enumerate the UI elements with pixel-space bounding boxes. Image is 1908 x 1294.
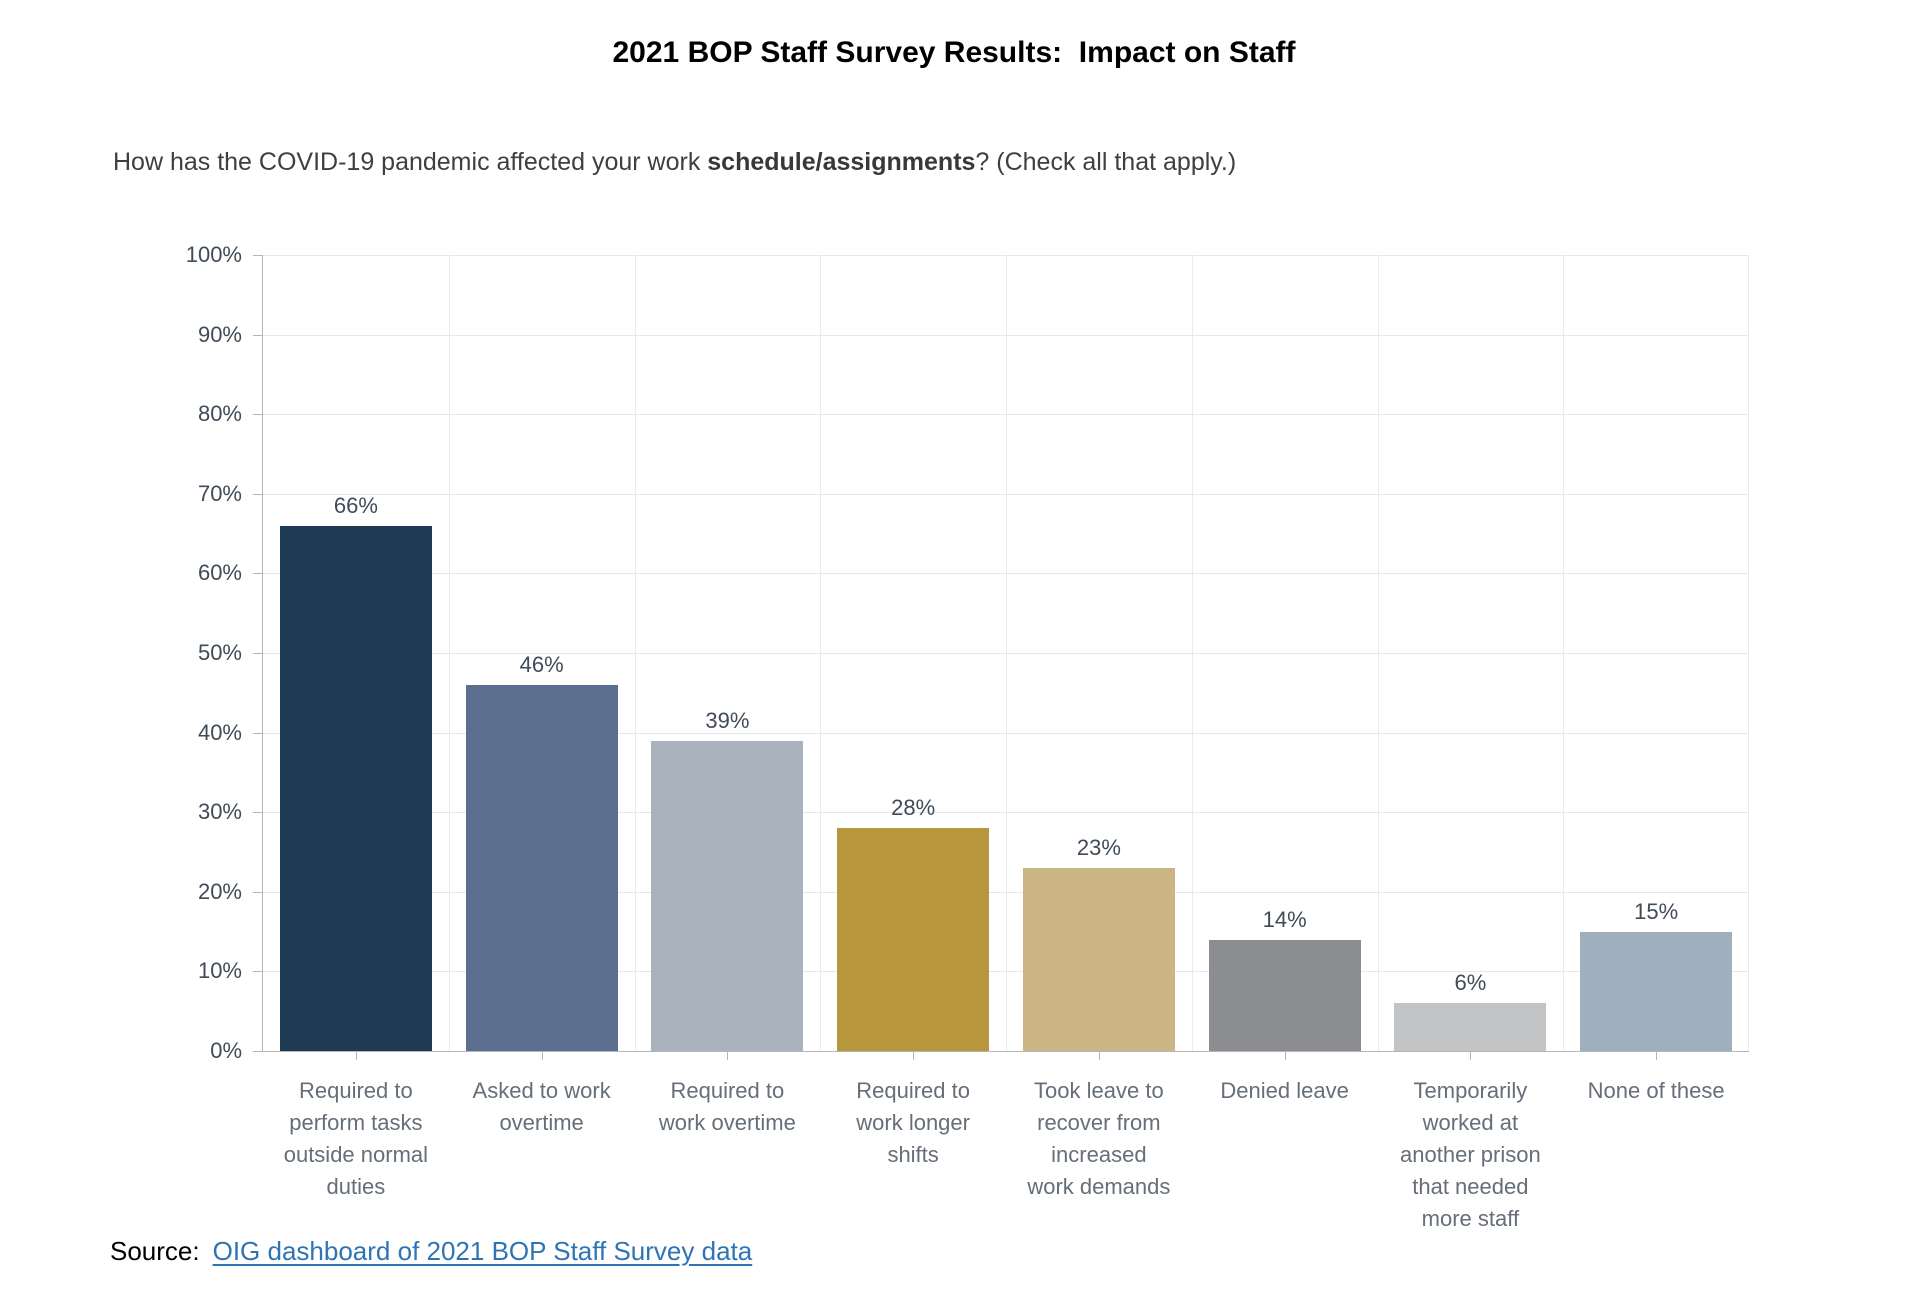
bar [1022, 867, 1175, 1051]
source-line: Source: OIG dashboard of 2021 BOP Staff S… [110, 1236, 752, 1267]
bar [465, 684, 618, 1051]
y-axis-tick [253, 255, 262, 256]
y-axis-label: 90% [197, 321, 242, 347]
y-axis-tick [253, 732, 262, 734]
y-axis-tick [253, 573, 262, 575]
bar [279, 525, 432, 1051]
bar-value-label: 46% [519, 651, 564, 677]
x-category-label: Required to perform tasks outside normal… [283, 1078, 429, 1199]
x-category-label: None of these [1587, 1078, 1725, 1103]
x-category-label: Denied leave [1220, 1078, 1349, 1103]
y-axis-tick [253, 334, 262, 336]
y-axis-tick [253, 493, 262, 495]
source-label: Source: [110, 1236, 200, 1266]
survey-question-bold: schedule/assignments [707, 148, 976, 176]
page-title: 2021 BOP Staff Survey Results: Impact on… [612, 36, 1296, 69]
gridline-vertical [1377, 255, 1379, 1051]
bar-value-label: 15% [1634, 898, 1679, 924]
gridline-vertical [1563, 255, 1565, 1051]
bar-value-label: 28% [891, 795, 936, 821]
x-category-label: Required to work overtime [658, 1078, 796, 1135]
gridline-vertical [1191, 255, 1193, 1051]
survey-question: How has the COVID-19 pandemic affected y… [113, 148, 1236, 177]
source-link[interactable]: OIG dashboard of 2021 BOP Staff Survey d… [212, 1236, 753, 1266]
y-axis-tick [253, 891, 262, 893]
x-axis-tick [1656, 1051, 1658, 1060]
survey-question-prefix: How has the COVID-19 pandemic affected y… [113, 148, 708, 176]
y-axis-label: 70% [197, 480, 242, 506]
y-axis-tick [253, 1051, 262, 1052]
y-axis-label: 100% [185, 242, 242, 267]
bar [1580, 931, 1733, 1051]
x-category-label: Required to work longer shifts [856, 1078, 970, 1167]
x-axis-tick [541, 1051, 543, 1060]
bar-value-label: 14% [1262, 906, 1307, 932]
y-axis-tick [253, 653, 262, 654]
y-axis-tick [253, 971, 262, 973]
plot-area: 0% 10% 20% 30% 40% 50% 60% 70% 80% 90% 100% 66% Requ… [186, 242, 1749, 1231]
bar-value-label: 6% [1454, 970, 1487, 996]
bar-value-label: 66% [333, 492, 378, 518]
y-axis-label: 0% [210, 1038, 242, 1063]
x-category-label: Temporarily worked at another prison tha… [1400, 1078, 1541, 1231]
bar [651, 740, 804, 1051]
gridline-vertical [448, 255, 450, 1051]
bar [837, 828, 990, 1051]
gridline-vertical [1006, 255, 1007, 1051]
y-axis-tick [253, 414, 262, 416]
x-axis-tick [1098, 1051, 1100, 1060]
gridline-vertical [634, 255, 636, 1051]
x-category-label: Asked to work overtime [472, 1078, 611, 1135]
y-axis-label: 40% [197, 719, 242, 745]
x-category-label: Took leave to recover from increased wor… [1027, 1078, 1171, 1199]
y-axis-label: 60% [197, 560, 242, 586]
x-axis-tick [355, 1051, 357, 1060]
y-axis-label: 30% [197, 799, 242, 825]
x-axis-tick [727, 1051, 729, 1060]
x-axis-tick [1284, 1051, 1286, 1060]
x-axis-tick [913, 1051, 915, 1060]
survey-question-suffix: ? (Check all that apply.) [975, 148, 1237, 176]
y-axis-tick [253, 812, 262, 814]
y-axis-label: 20% [197, 878, 242, 904]
bar [1394, 1003, 1547, 1051]
gridline-vertical [820, 255, 822, 1051]
y-axis-label: 50% [197, 640, 242, 665]
bar-value-label: 39% [705, 707, 750, 733]
bar [1208, 939, 1361, 1051]
gridline-vertical [1748, 255, 1749, 1051]
bar-value-label: 23% [1076, 834, 1121, 860]
y-axis-label: 10% [197, 958, 242, 984]
x-axis-tick [1470, 1051, 1472, 1060]
y-axis-label: 80% [197, 401, 242, 427]
